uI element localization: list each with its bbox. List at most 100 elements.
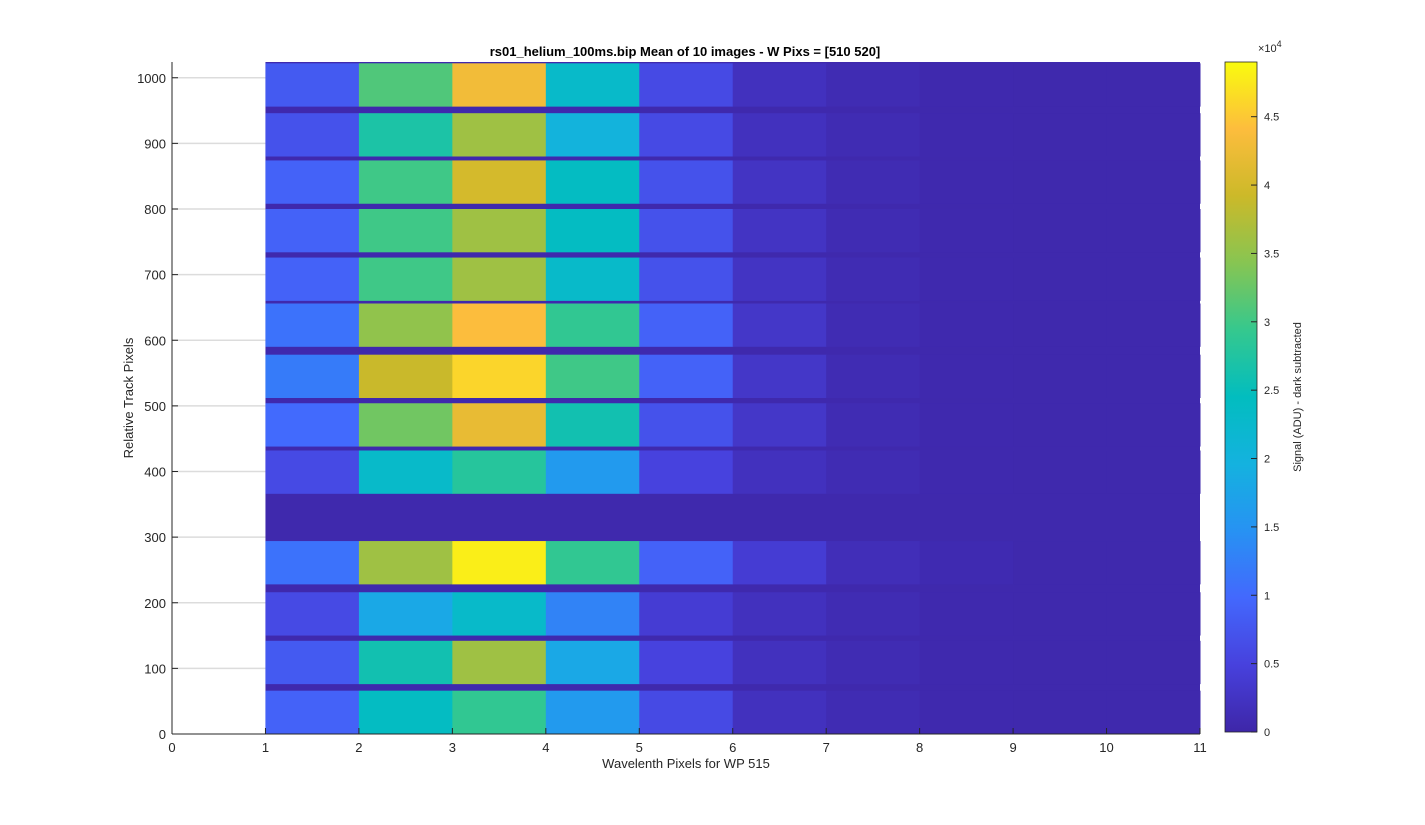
heatmap-cell	[452, 209, 547, 253]
y-tick-label: 200	[144, 596, 166, 611]
heatmap-cell	[732, 113, 827, 157]
heatmap-cell	[545, 541, 640, 585]
heatmap-cell	[732, 303, 827, 347]
heatmap-cell	[639, 403, 734, 447]
heatmap-cell	[265, 690, 360, 734]
heatmap-cell	[826, 403, 921, 447]
colorbar-exponent-power: 4	[1277, 39, 1282, 49]
heatmap-cell	[1106, 113, 1201, 157]
heatmap-cell	[639, 303, 734, 347]
heatmap-cell	[545, 354, 640, 398]
x-tick-label: 4	[542, 740, 549, 755]
heatmap-cell	[265, 403, 360, 447]
heatmap-cell	[545, 303, 640, 347]
heatmap-cell	[732, 257, 827, 301]
heatmap-cell	[452, 403, 547, 447]
heatmap-cell	[919, 160, 1014, 204]
heatmap-cell	[452, 541, 547, 585]
axes: 0 1 2 3 4 5 6 7 8 9 10 11 0 100 200 300 400 500 600 700 800…	[137, 62, 1207, 755]
heatmap-cell	[826, 354, 921, 398]
x-tick-label: 3	[449, 740, 456, 755]
heatmap-cell	[358, 209, 453, 253]
heatmap-cell	[919, 209, 1014, 253]
heatmap-cell	[358, 403, 453, 447]
heatmap-cell	[639, 640, 734, 685]
colorbar-tick-label: 1	[1264, 590, 1270, 602]
colorbar-tick-label: 0	[1264, 727, 1270, 739]
y-tick-label: 500	[144, 399, 166, 414]
colorbar-tick-label: 3	[1264, 317, 1270, 329]
heatmap-cell	[826, 63, 921, 107]
heatmap-cell	[358, 450, 453, 494]
heatmap-cell	[545, 450, 640, 494]
heatmap-cell	[1013, 450, 1108, 494]
heatmap-cell	[639, 209, 734, 253]
heatmap-cell	[639, 160, 734, 204]
x-axis-label: Wavelenth Pixels for WP 515	[602, 756, 770, 771]
heatmap-cell	[452, 592, 547, 636]
heatmap-cell	[265, 541, 360, 585]
heatmap-cell	[919, 690, 1014, 734]
heatmap-cell	[452, 354, 547, 398]
heatmap-cell	[1013, 354, 1108, 398]
heatmap-cell	[919, 257, 1014, 301]
heatmap-cell	[1106, 541, 1201, 585]
heatmap-cell	[639, 113, 734, 157]
heatmap-cell	[639, 690, 734, 734]
heatmap-cell	[358, 690, 453, 734]
heatmap-cell	[732, 209, 827, 253]
heatmap-cell	[732, 450, 827, 494]
heatmap-cell	[358, 113, 453, 157]
heatmap-cell	[826, 113, 921, 157]
heatmap-cell	[919, 63, 1014, 107]
heatmap-cell	[1106, 257, 1201, 301]
heatmap-cell	[1106, 209, 1201, 253]
heatmap-cell	[452, 257, 547, 301]
heatmap-cell	[919, 354, 1014, 398]
heatmap-cell	[265, 303, 360, 347]
heatmap-cell	[826, 209, 921, 253]
y-tick-label: 800	[144, 202, 166, 217]
colorbar-tick-label: 4.5	[1264, 112, 1279, 124]
y-tick-label: 100	[144, 661, 166, 676]
heatmap-cell	[1106, 640, 1201, 685]
x-tick-label: 1	[262, 740, 269, 755]
y-tick-label: 600	[144, 333, 166, 348]
heatmap-cell	[826, 450, 921, 494]
heatmap-cell	[265, 257, 360, 301]
heatmap-cell	[919, 450, 1014, 494]
heatmap-cell	[826, 257, 921, 301]
heatmap-cell	[452, 690, 547, 734]
colorbar-tick-label: 4	[1264, 180, 1270, 192]
heatmap-cell	[732, 160, 827, 204]
heatmap-cell	[358, 592, 453, 636]
heatmap-cell	[826, 303, 921, 347]
x-tick-label: 11	[1193, 740, 1207, 755]
heatmap-cell	[732, 403, 827, 447]
heatmap-cell	[265, 63, 360, 107]
heatmap-cell	[1013, 592, 1108, 636]
heatmap-cell	[639, 63, 734, 107]
heatmap-cell	[265, 592, 360, 636]
y-tick-label: 1000	[137, 71, 166, 86]
heatmap-cell	[732, 690, 827, 734]
heatmap-cell	[1013, 403, 1108, 447]
heatmap-cell	[1106, 354, 1201, 398]
heatmap-cell	[545, 403, 640, 447]
heatmap-cell	[826, 592, 921, 636]
heatmap-cell	[452, 303, 547, 347]
chart-title: rs01_helium_100ms.bip Mean of 10 images …	[490, 44, 881, 59]
y-tick-label: 300	[144, 530, 166, 545]
heatmap-cell	[1013, 541, 1108, 585]
x-tick-label: 9	[1009, 740, 1016, 755]
colorbar-tick-label: 1.5	[1264, 522, 1279, 534]
heatmap-cell	[826, 690, 921, 734]
colorbar-exponent-base: ×10	[1258, 43, 1277, 55]
heatmap-cell	[1013, 160, 1108, 204]
heatmap-cell	[452, 640, 547, 685]
heatmap-cell	[1106, 403, 1201, 447]
heatmap-cell	[639, 354, 734, 398]
x-tick-label: 0	[168, 740, 175, 755]
x-tick-label: 6	[729, 740, 736, 755]
heatmap-cell	[1106, 63, 1201, 107]
